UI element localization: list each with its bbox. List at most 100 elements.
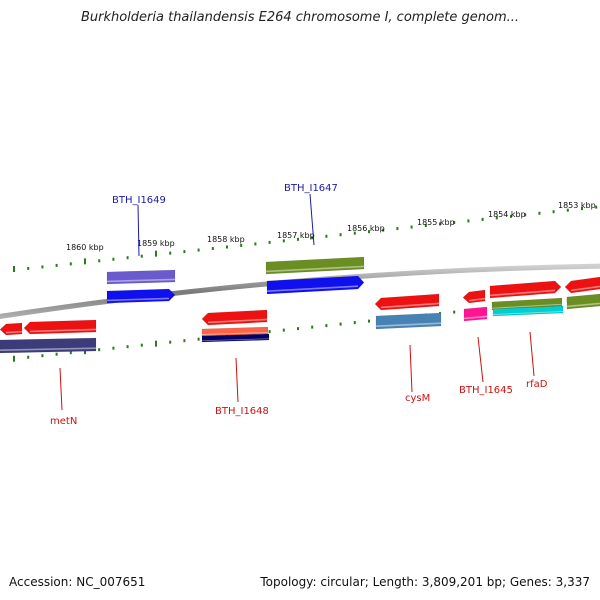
outer-tick xyxy=(41,265,44,269)
outer-tick xyxy=(524,213,527,217)
gene-label: BTH_I1645 xyxy=(459,385,513,396)
outer-tick xyxy=(552,210,555,214)
gene-feature xyxy=(106,269,176,285)
gene-feature xyxy=(201,326,269,337)
inner-tick xyxy=(112,346,115,350)
label-leader xyxy=(409,344,413,393)
outer-tick xyxy=(27,266,30,270)
inner-tick xyxy=(27,355,30,359)
inner-tick xyxy=(311,325,314,329)
gene-feature xyxy=(374,293,440,311)
gene-features xyxy=(0,256,600,354)
gene-feature-shine xyxy=(493,311,563,315)
gene-feature xyxy=(0,322,23,336)
outer-tick xyxy=(453,220,456,224)
gene-feature-shine xyxy=(490,289,555,297)
inner-tick xyxy=(268,330,271,334)
tick-label: 1856 kbp xyxy=(347,224,385,233)
gene-feature xyxy=(266,275,365,295)
outer-tick xyxy=(410,225,413,229)
inner-tick xyxy=(353,321,356,325)
gene-feature xyxy=(463,306,488,322)
label-leader xyxy=(59,367,63,411)
gene-label: rfaD xyxy=(526,379,548,390)
tick-label: 1855 kbp xyxy=(417,218,455,227)
gene-feature xyxy=(375,312,442,330)
outer-tick xyxy=(98,259,101,263)
outer-ticks xyxy=(13,205,598,272)
outer-tick xyxy=(382,228,385,232)
inner-tick xyxy=(41,354,44,358)
outer-tick xyxy=(13,266,15,272)
inner-tick xyxy=(126,345,129,349)
topology-text: Topology: circular; Length: 3,809,201 bp… xyxy=(260,575,590,589)
inner-tick xyxy=(55,352,58,356)
gene-feature-shine xyxy=(107,297,169,302)
gene-feature xyxy=(492,305,564,317)
gene-feature-shine xyxy=(202,332,268,335)
outer-tick xyxy=(240,243,243,247)
inner-tick xyxy=(339,322,342,326)
gene-label: BTH_I1647 xyxy=(284,183,338,194)
outer-tick xyxy=(297,237,299,241)
outer-tick xyxy=(183,250,186,254)
gene-feature xyxy=(201,309,268,326)
inner-tick xyxy=(453,310,456,314)
inner-tick xyxy=(368,319,370,323)
gene-feature xyxy=(564,276,600,294)
gene-feature-shine xyxy=(0,347,96,352)
inner-tick xyxy=(197,337,200,341)
tick-label: 1854 kbp xyxy=(488,210,526,219)
outer-tick xyxy=(211,247,214,251)
outer-tick xyxy=(396,227,399,231)
tick-labels: 1860 kbp 1859 kbp 1858 kbp 1857 kbp 1856 kbp… xyxy=(66,201,596,252)
outer-tick xyxy=(282,239,285,243)
outer-tick xyxy=(339,233,342,237)
gene-feature-shine xyxy=(376,322,441,328)
gene-feature xyxy=(489,280,562,299)
inner-tick xyxy=(183,339,186,343)
outer-tick xyxy=(424,224,427,228)
gene-feature-shine xyxy=(266,265,364,273)
gene-label: BTH_I1648 xyxy=(215,406,269,417)
outer-tick xyxy=(140,254,143,258)
label-leader xyxy=(235,357,239,403)
inner-tick xyxy=(140,343,143,347)
inner-tick xyxy=(98,348,101,352)
gene-feature xyxy=(0,337,97,354)
outer-tick xyxy=(495,216,498,220)
gene-feature-shine xyxy=(208,318,267,324)
inner-tick xyxy=(69,351,72,355)
outer-tick xyxy=(481,217,484,221)
outer-tick xyxy=(325,234,328,238)
label-leaders xyxy=(59,193,535,411)
inner-tick xyxy=(13,355,15,362)
outer-tick xyxy=(226,245,228,249)
outer-tick xyxy=(55,263,58,267)
gene-label: BTH_I1649 xyxy=(112,195,166,206)
outer-tick xyxy=(254,242,257,246)
outer-tick xyxy=(538,211,541,215)
tick-label: 1853 kbp xyxy=(558,201,596,210)
gene-feature-shine xyxy=(469,297,485,302)
outer-tick xyxy=(566,208,569,212)
outer-tick xyxy=(112,257,115,261)
gene-feature xyxy=(23,319,97,335)
outer-tick xyxy=(126,256,129,260)
inner-tick xyxy=(282,328,285,332)
outer-tick xyxy=(268,240,271,244)
outer-tick xyxy=(353,231,356,235)
outer-tick xyxy=(311,236,314,240)
gene-feature-shine xyxy=(492,303,562,309)
outer-tick xyxy=(155,250,157,257)
label-leader xyxy=(137,204,140,257)
gene-feature-shine xyxy=(571,285,600,292)
outer-tick xyxy=(197,248,200,252)
outer-tick xyxy=(439,222,441,226)
inner-tick xyxy=(297,327,299,331)
gene-feature xyxy=(201,333,270,343)
gene-feature-shine xyxy=(107,278,175,283)
gene-label: cysM xyxy=(405,393,430,404)
gene-feature-shine xyxy=(567,302,600,308)
tick-label: 1860 kbp xyxy=(66,243,104,252)
